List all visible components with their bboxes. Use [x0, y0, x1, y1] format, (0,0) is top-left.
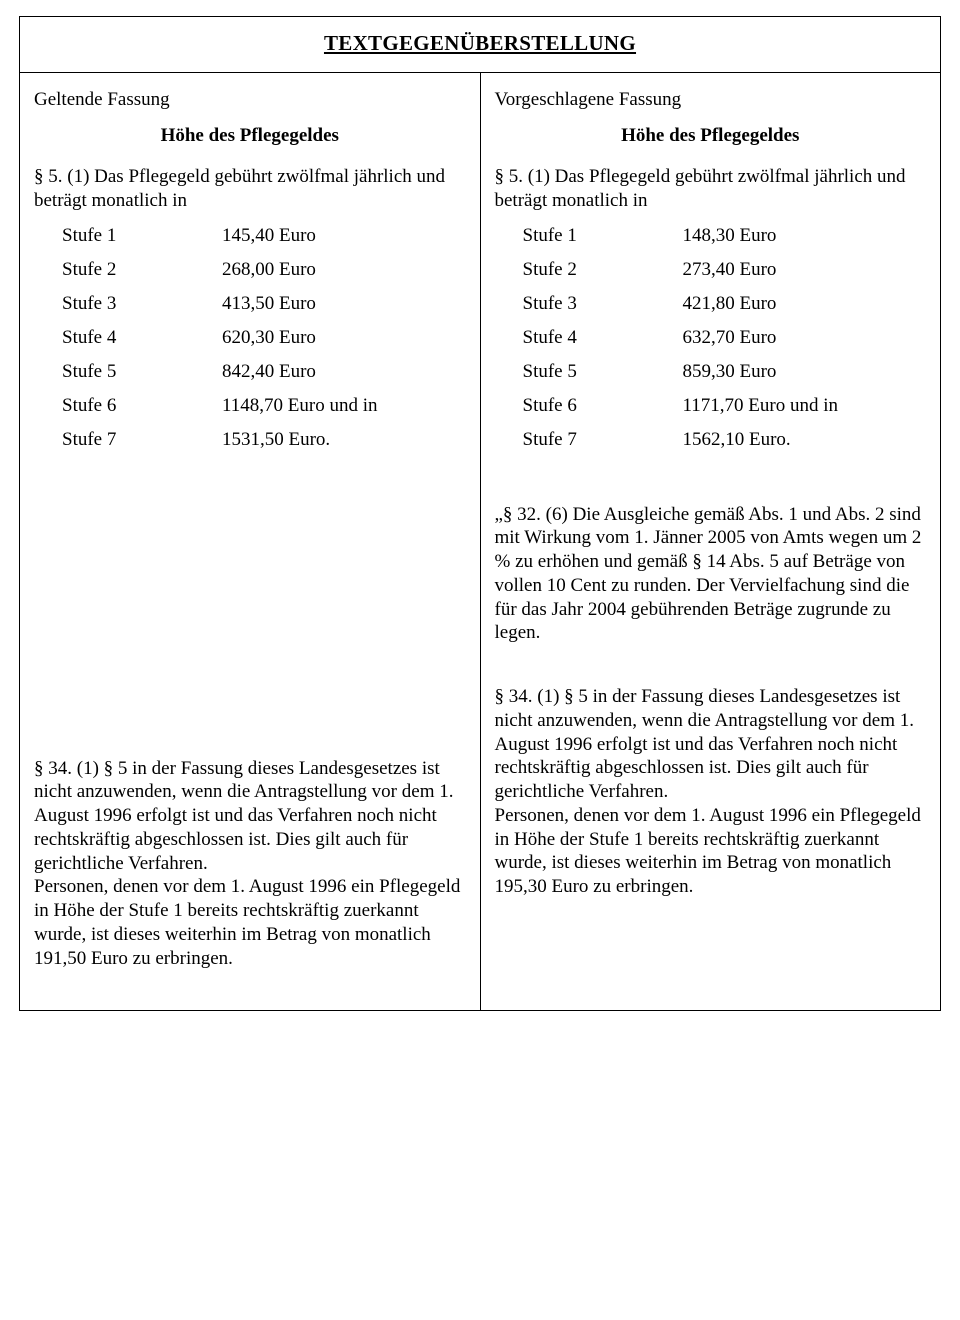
- table-row: Stufe 2 273,40 Euro: [523, 253, 839, 287]
- para34-text-b: Personen, denen vor dem 1. August 1996 e…: [495, 805, 921, 897]
- intro-paragraph-right: § 5. (1) Das Pflegegeld gebührt zwölfmal…: [495, 165, 927, 213]
- stufe-label: Stufe 4: [523, 321, 683, 355]
- stufe-label: Stufe 2: [523, 253, 683, 287]
- stufe-label: Stufe 5: [523, 355, 683, 389]
- para34-text-b: Personen, denen vor dem 1. August 1996 e…: [34, 876, 460, 968]
- table-row: Stufe 4 620,30 Euro: [62, 321, 378, 355]
- table-row: Stufe 5 859,30 Euro: [523, 355, 839, 389]
- stufe-label: Stufe 1: [62, 219, 222, 253]
- table-row: Stufe 3 421,80 Euro: [523, 287, 839, 321]
- stufe-value: 632,70 Euro: [683, 321, 839, 355]
- table-row: Stufe 4 632,70 Euro: [523, 321, 839, 355]
- stufe-value: 620,30 Euro: [222, 321, 378, 355]
- stufe-label: Stufe 7: [523, 423, 683, 457]
- stufe-label: Stufe 6: [523, 389, 683, 423]
- table-row: Stufe 6 1171,70 Euro und in: [523, 389, 839, 423]
- stufe-value: 268,00 Euro: [222, 253, 378, 287]
- paragraph-34-right: § 34. (1) § 5 in der Fassung dieses Land…: [495, 685, 927, 899]
- stufe-label: Stufe 3: [62, 287, 222, 321]
- title-row: TEXTGEGENÜBERSTELLUNG: [20, 17, 940, 73]
- comparison-columns: Geltende Fassung Höhe des Pflegegeldes §…: [20, 73, 940, 1010]
- version-label-left: Geltende Fassung: [34, 89, 466, 111]
- paragraph-34-left: § 34. (1) § 5 in der Fassung dieses Land…: [34, 757, 466, 971]
- table-row: Stufe 3 413,50 Euro: [62, 287, 378, 321]
- stufe-label: Stufe 2: [62, 253, 222, 287]
- stufe-label: Stufe 4: [62, 321, 222, 355]
- stufe-value: 145,40 Euro: [222, 219, 378, 253]
- stufe-value: 842,40 Euro: [222, 355, 378, 389]
- stufe-value: 1562,10 Euro.: [683, 423, 839, 457]
- document-frame: TEXTGEGENÜBERSTELLUNG Geltende Fassung H…: [19, 16, 941, 1011]
- intro-paragraph-left: § 5. (1) Das Pflegegeld gebührt zwölfmal…: [34, 165, 466, 213]
- stufe-value: 1148,70 Euro und in: [222, 389, 378, 423]
- section-heading-right: Höhe des Pflegegeldes: [495, 125, 927, 147]
- document-title: TEXTGEGENÜBERSTELLUNG: [324, 31, 636, 55]
- stufe-value: 148,30 Euro: [683, 219, 839, 253]
- section-heading-left: Höhe des Pflegegeldes: [34, 125, 466, 147]
- stufe-label: Stufe 6: [62, 389, 222, 423]
- table-row: Stufe 1 145,40 Euro: [62, 219, 378, 253]
- column-current-version: Geltende Fassung Höhe des Pflegegeldes §…: [20, 73, 481, 1010]
- table-row: Stufe 2 268,00 Euro: [62, 253, 378, 287]
- table-row: Stufe 5 842,40 Euro: [62, 355, 378, 389]
- stufe-table-right: Stufe 1 148,30 Euro Stufe 2 273,40 Euro …: [523, 219, 839, 457]
- stufe-value: 273,40 Euro: [683, 253, 839, 287]
- para34-text-a: § 34. (1) § 5 in der Fassung dieses Land…: [495, 686, 914, 802]
- table-row: Stufe 6 1148,70 Euro und in: [62, 389, 378, 423]
- table-row: Stufe 7 1531,50 Euro.: [62, 423, 378, 457]
- paragraph-32-right: „§ 32. (6) Die Ausgleiche gemäß Abs. 1 u…: [495, 503, 927, 646]
- stufe-value: 1531,50 Euro.: [222, 423, 378, 457]
- stufe-value: 859,30 Euro: [683, 355, 839, 389]
- table-row: Stufe 1 148,30 Euro: [523, 219, 839, 253]
- stufe-label: Stufe 7: [62, 423, 222, 457]
- stufe-table-left: Stufe 1 145,40 Euro Stufe 2 268,00 Euro …: [62, 219, 378, 457]
- stufe-value: 421,80 Euro: [683, 287, 839, 321]
- stufe-label: Stufe 5: [62, 355, 222, 389]
- table-row: Stufe 7 1562,10 Euro.: [523, 423, 839, 457]
- stufe-label: Stufe 1: [523, 219, 683, 253]
- stufe-value: 1171,70 Euro und in: [683, 389, 839, 423]
- stufe-value: 413,50 Euro: [222, 287, 378, 321]
- version-label-right: Vorgeschlagene Fassung: [495, 89, 927, 111]
- stufe-label: Stufe 3: [523, 287, 683, 321]
- para34-text-a: § 34. (1) § 5 in der Fassung dieses Land…: [34, 758, 453, 874]
- column-proposed-version: Vorgeschlagene Fassung Höhe des Pflegege…: [481, 73, 941, 1010]
